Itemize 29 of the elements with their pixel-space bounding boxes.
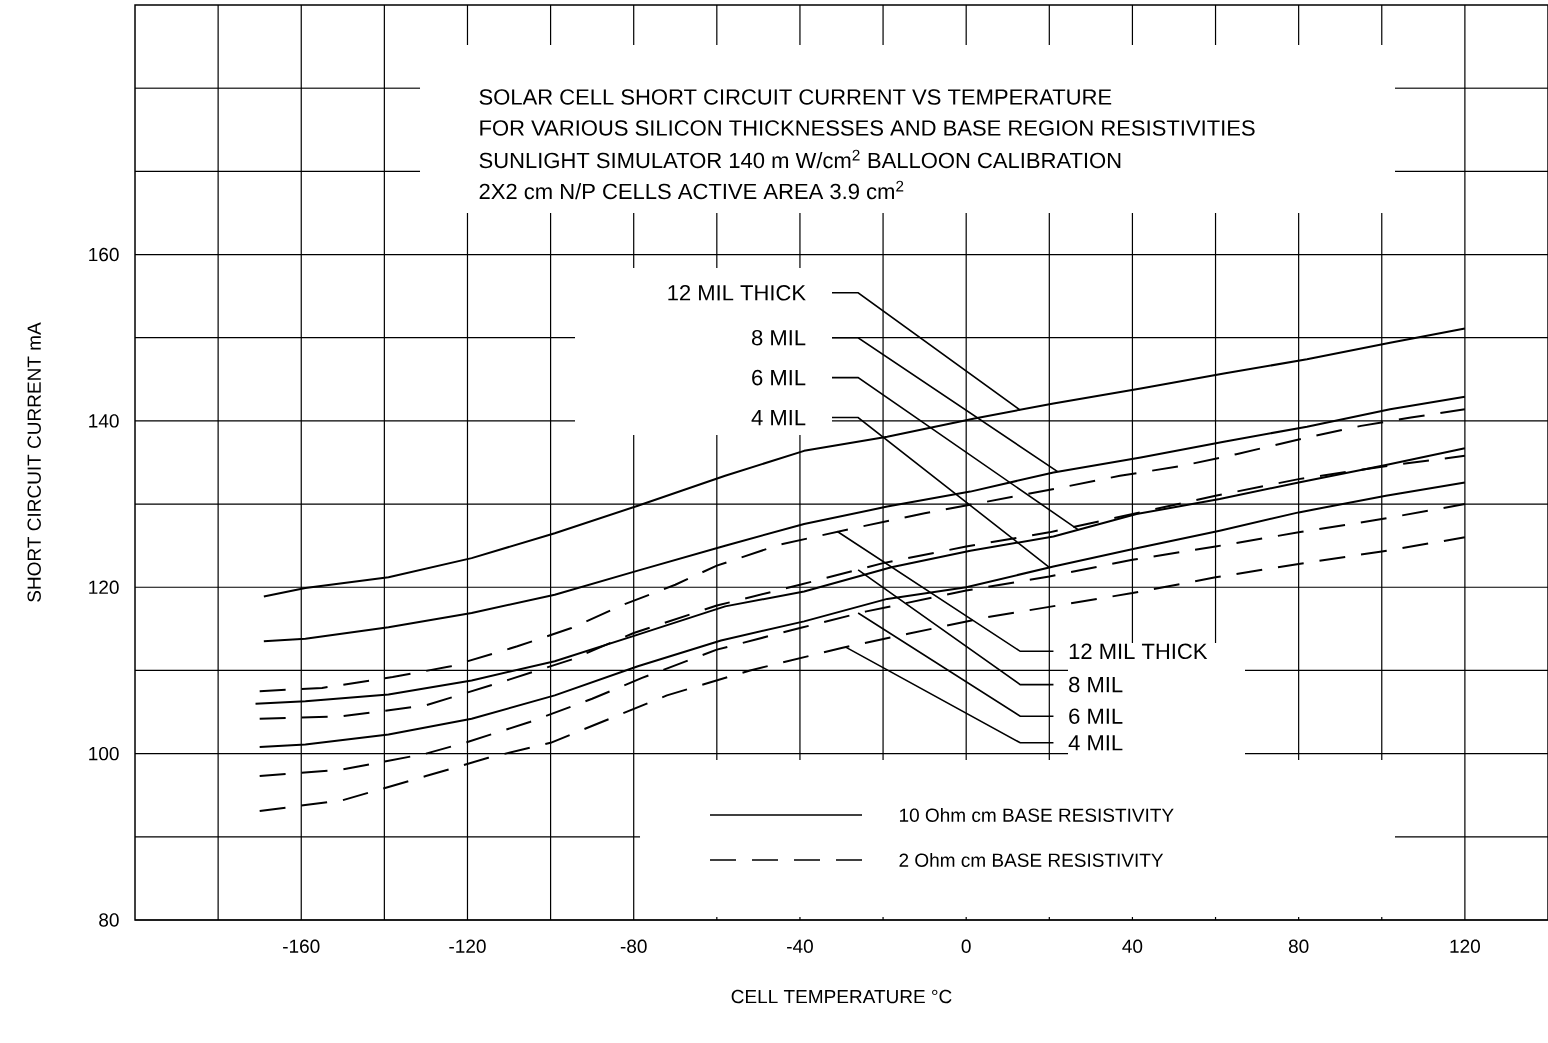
- annotation: 8 MIL: [1069, 676, 1123, 693]
- y-tick-label: 80: [99, 913, 119, 927]
- y-axis-title: SHORT CIRCUIT CURRENT mA: [27, 322, 41, 602]
- annotation: 12 MIL THICK: [1069, 643, 1208, 660]
- y-tick-label: 120: [89, 580, 119, 594]
- x-tick-label: -160: [283, 939, 320, 953]
- annotation: 6 MIL: [752, 369, 806, 386]
- annotation: 4 MIL: [1068, 735, 1123, 751]
- x-tick-label: 0: [961, 939, 971, 953]
- x-tick-label: 40: [1122, 939, 1143, 953]
- annotation: 4 MIL: [751, 410, 806, 426]
- y-tick-label: 160: [89, 247, 119, 262]
- x-tick-label: -120: [449, 939, 486, 953]
- x-tick-label: -40: [787, 939, 813, 953]
- annotation: 6 MIL: [1069, 708, 1123, 724]
- text: FOR VARIOUS SILICON THICKNESSES AND BASE REGION RESISTIVITIES: [480, 120, 1255, 136]
- x-axis-title: CELL TEMPERATURE °C: [731, 989, 952, 1004]
- annotation: SUNLIGHT SIMULATOR 140 m W/cm$^{2}$ BALLOON CALIBRATION: [479, 149, 1121, 169]
- x-tick-label: 120: [1450, 939, 1480, 953]
- y-tick-label: 100: [89, 746, 119, 761]
- text: SOLAR CELL SHORT CIRCUIT CURRENT VS TEMPERATURE: [479, 89, 1112, 105]
- annotation: 2X2 cm N/P CELLS ACTIVE AREA 3.9 cm$^{2}$: [479, 180, 904, 200]
- x-tick-label: -80: [620, 939, 647, 953]
- x-tick-label: 80: [1288, 939, 1309, 953]
- y-tick-label: 140: [89, 414, 119, 428]
- annotation: 10 Ohm cm BASE RESISTIVITY: [899, 808, 1174, 822]
- annotation: 2 Ohm cm BASE RESISTIVITY: [899, 853, 1164, 867]
- annotation: 8 MIL: [752, 329, 806, 346]
- annotation: 12 MIL THICK: [668, 285, 806, 301]
